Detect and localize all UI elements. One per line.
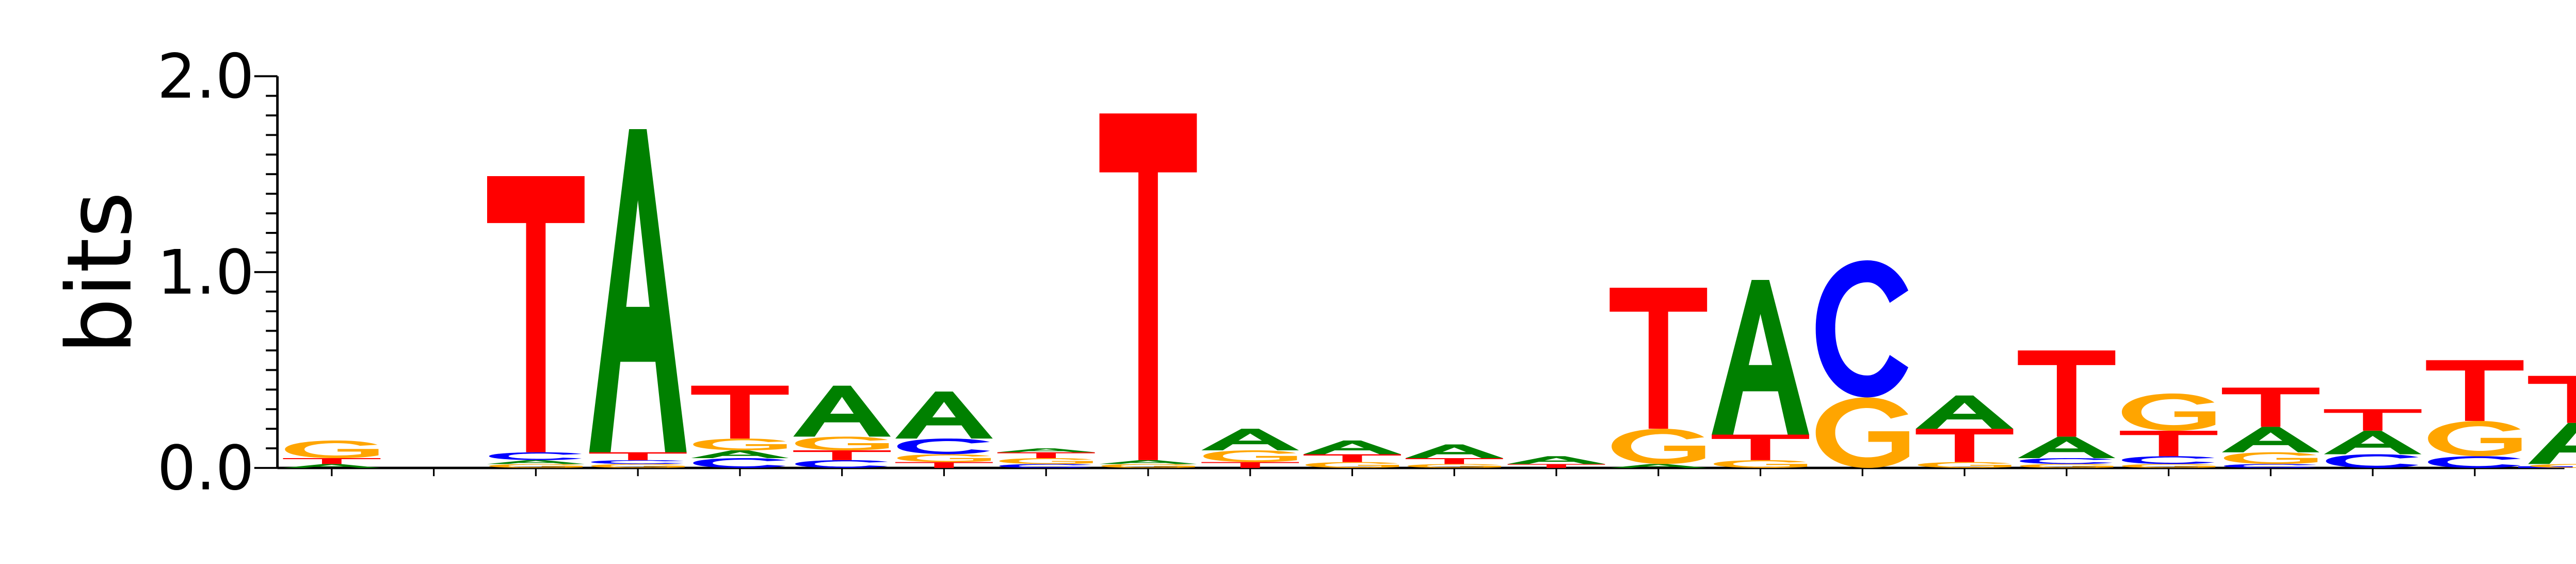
letter-A-pos-11 xyxy=(1303,440,1401,455)
letter-T-pos-17 xyxy=(1915,429,2014,462)
letter-G-pos-7 xyxy=(897,454,991,462)
letter-G-pos-4 xyxy=(591,464,685,468)
y-ticks: 0.0 1.0 2.0 xyxy=(157,41,278,504)
letter-G-pos-16 xyxy=(1815,397,1909,468)
letter-A-pos-9 xyxy=(1099,460,1197,464)
letter-A-pos-13 xyxy=(1507,456,1605,464)
letter-T-pos-20 xyxy=(2221,387,2320,427)
letter-A-pos-4 xyxy=(589,129,687,452)
letter-G-pos-12 xyxy=(1407,464,1501,468)
letter-T-pos-3 xyxy=(487,176,585,452)
letter-A-pos-5 xyxy=(691,450,789,459)
letter-G-pos-8 xyxy=(999,458,1093,464)
letter-A-pos-6 xyxy=(793,385,891,437)
letter-T-pos-14 xyxy=(1609,288,1708,429)
letter-T-pos-13 xyxy=(1507,464,1605,468)
letter-T-pos-21 xyxy=(2324,409,2422,431)
letter-G-pos-1 xyxy=(285,440,379,459)
letter-A-pos-12 xyxy=(1405,444,1503,459)
letter-T-pos-19 xyxy=(2120,430,2217,457)
letter-C-pos-22 xyxy=(2428,456,2521,468)
letter-C-pos-5 xyxy=(693,458,786,468)
letter-C-pos-3 xyxy=(489,452,582,460)
letter-A-pos-15 xyxy=(1712,279,1809,435)
letter-T-pos-15 xyxy=(1712,434,1809,460)
letter-A-pos-14 xyxy=(1609,464,1708,468)
letter-G-pos-17 xyxy=(1918,462,2011,468)
letter-G-pos-18 xyxy=(2020,464,2114,468)
letter-A-pos-10 xyxy=(1201,429,1299,450)
letter-A-pos-21 xyxy=(2324,430,2422,455)
letter-G-pos-3 xyxy=(489,464,583,468)
letter-G-pos-11 xyxy=(1305,462,1399,468)
letter-C-pos-6 xyxy=(795,460,888,468)
letter-C-pos-16 xyxy=(1815,260,1909,398)
letter-G-pos-14 xyxy=(1612,429,1705,464)
letter-T-pos-7 xyxy=(895,462,993,468)
letter-A-pos-23 xyxy=(2528,422,2576,464)
letter-T-pos-1 xyxy=(283,458,381,464)
letter-G-pos-6 xyxy=(795,436,889,450)
letter-G-pos-9 xyxy=(1101,464,1195,468)
x-ticks xyxy=(331,468,2476,476)
letter-C-pos-20 xyxy=(2224,464,2317,468)
letter-A-pos-20 xyxy=(2221,427,2320,452)
letter-G-pos-23 xyxy=(2530,464,2576,468)
x-axis xyxy=(277,466,2573,476)
letter-T-pos-11 xyxy=(1303,454,1401,462)
y-axis-label: bits xyxy=(48,192,152,354)
letter-T-pos-5 xyxy=(691,385,789,439)
letter-C-pos-19 xyxy=(2121,456,2215,464)
letter-A-pos-1 xyxy=(283,464,381,468)
letter-G-pos-19 xyxy=(2121,464,2216,468)
letter-T-pos-18 xyxy=(2018,350,2116,437)
y-axis: 0.0 1.0 2.0 xyxy=(157,41,279,504)
letter-C-pos-8 xyxy=(999,464,1092,468)
letter-C-pos-18 xyxy=(2020,458,2113,464)
letter-T-pos-8 xyxy=(997,452,1095,459)
y-tick-label: 1.0 xyxy=(157,237,254,308)
letter-T-pos-9 xyxy=(1099,113,1197,460)
letter-A-pos-17 xyxy=(1915,395,2014,429)
letter-A-pos-3 xyxy=(487,460,585,464)
logo-letters xyxy=(283,113,2576,468)
letter-A-pos-8 xyxy=(997,448,1095,452)
letter-T-pos-4 xyxy=(589,452,687,460)
letter-T-pos-10 xyxy=(1201,462,1299,468)
letter-T-pos-12 xyxy=(1405,458,1503,464)
letter-G-pos-10 xyxy=(1203,450,1297,462)
letter-G-pos-15 xyxy=(1713,460,1808,468)
letter-A-pos-18 xyxy=(2018,436,2116,459)
y-tick-label: 2.0 xyxy=(157,41,254,112)
letter-G-pos-19 xyxy=(2121,393,2216,431)
y-tick-label: 0.0 xyxy=(157,433,254,504)
letter-C-pos-7 xyxy=(897,438,990,455)
letter-T-pos-23 xyxy=(2528,375,2576,423)
letter-C-pos-21 xyxy=(2326,454,2419,468)
letter-G-pos-5 xyxy=(693,438,787,450)
letter-A-pos-7 xyxy=(895,391,993,439)
letter-T-pos-6 xyxy=(793,450,891,460)
letter-G-pos-22 xyxy=(2428,420,2522,457)
letter-T-pos-22 xyxy=(2426,360,2524,421)
letter-C-pos-4 xyxy=(591,460,684,464)
letter-G-pos-20 xyxy=(2224,452,2317,464)
